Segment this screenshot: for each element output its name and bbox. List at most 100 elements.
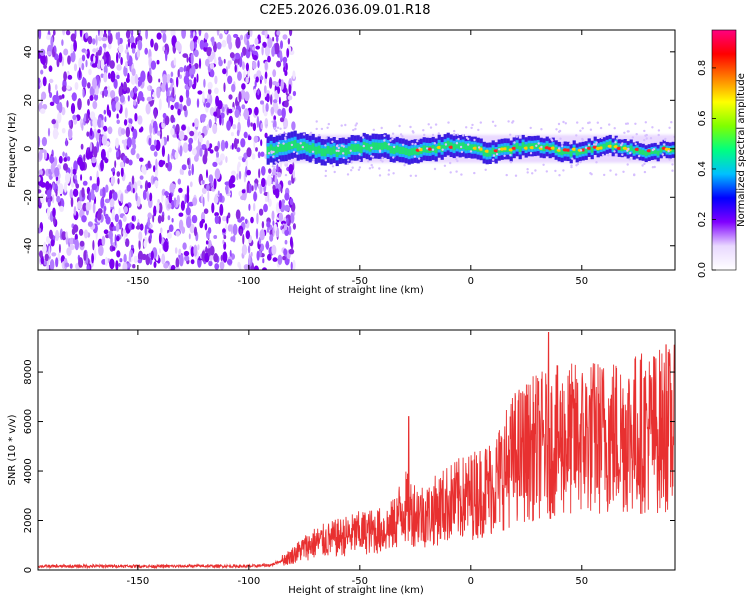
band-core-green: [353, 144, 357, 152]
band-speck: [276, 126, 280, 129]
noise-blob: [284, 162, 289, 167]
noise-blob: [110, 221, 114, 228]
band-core-green: [422, 145, 426, 153]
noise-blob: [241, 83, 246, 90]
noise-blob: [73, 63, 78, 72]
noise-blob: [157, 215, 162, 224]
noise-blob: [254, 179, 259, 184]
noise-blob: [272, 225, 275, 237]
noise-blob: [255, 228, 259, 240]
band-core-green: [536, 142, 540, 149]
band-speck: [626, 149, 629, 152]
band-core-green: [446, 140, 450, 148]
noise-blob: [179, 254, 184, 267]
noise-blob: [125, 61, 128, 69]
noise-blob: [86, 112, 89, 125]
noise-blob: [279, 50, 283, 61]
band-core-green: [299, 142, 303, 151]
noise-blob: [174, 151, 179, 160]
noise-blob: [170, 83, 173, 93]
noise-blob: [220, 139, 226, 152]
noise-blob: [162, 112, 167, 119]
band-core-green: [476, 145, 480, 152]
noise-blob: [70, 43, 74, 54]
noise-blob: [144, 47, 148, 55]
noise-blob: [87, 82, 91, 89]
band-speck: [641, 164, 644, 167]
noise-blob: [38, 189, 42, 194]
band-speck: [576, 121, 579, 124]
noise-blob: [117, 178, 120, 185]
noise-blob: [80, 174, 83, 181]
noise-blob: [272, 36, 275, 42]
noise-blob: [183, 250, 190, 257]
noise-blob: [213, 178, 217, 190]
noise-blob: [130, 42, 137, 50]
band-speck: [491, 120, 495, 124]
noise-blob: [116, 52, 119, 64]
noise-blob: [183, 105, 187, 112]
band-peak-dot: [502, 147, 508, 151]
noise-blob: [266, 227, 270, 233]
noise-blob: [176, 76, 179, 88]
noise-blob: [108, 230, 113, 240]
noise-blob: [173, 57, 177, 66]
band-core-green: [614, 141, 618, 148]
band-peak-dot: [634, 147, 640, 151]
noise-blob: [214, 87, 219, 95]
noise-blob: [226, 215, 229, 224]
noise-blob: [118, 262, 121, 267]
band-speck: [635, 133, 638, 136]
noise-blob: [63, 163, 68, 171]
noise-blob: [182, 142, 189, 154]
band-peak-dot: [598, 146, 604, 150]
band-speck: [540, 145, 543, 149]
band-speck: [643, 139, 646, 142]
noise-blob: [213, 253, 219, 263]
noise-blob: [271, 244, 277, 256]
noise-blob: [119, 258, 123, 263]
noise-blob: [286, 217, 289, 225]
noise-blob: [171, 148, 175, 157]
noise-blob: [205, 240, 209, 245]
band-speck: [644, 121, 647, 124]
band-speck: [608, 123, 611, 126]
noise-blob: [281, 107, 286, 119]
noise-blob: [227, 212, 231, 219]
noise-blob: [203, 208, 209, 214]
noise-blob: [178, 212, 184, 217]
band-core-green: [404, 147, 408, 156]
noise-blob: [268, 77, 273, 89]
noise-blob: [209, 143, 213, 149]
noise-blob: [262, 41, 267, 48]
noise-blob: [181, 164, 187, 171]
noise-blob: [149, 123, 153, 135]
noise-blob: [275, 188, 280, 199]
noise-blob: [240, 195, 246, 201]
noise-blob: [168, 224, 174, 232]
noise-blob: [130, 244, 134, 249]
noise-blob: [247, 245, 251, 254]
band-speck: [473, 138, 476, 142]
noise-blob: [237, 161, 241, 168]
band-speck: [601, 153, 605, 157]
noise-blob: [277, 108, 282, 116]
y-tick-label: 2000: [23, 508, 34, 533]
noise-blob: [147, 182, 152, 189]
band-speck: [570, 164, 573, 167]
band-speck: [507, 120, 510, 123]
band-core-green: [374, 142, 378, 150]
band-speck: [607, 154, 610, 157]
y-tick-label: -20: [23, 189, 34, 205]
noise-blob: [40, 69, 44, 75]
noise-blob: [143, 240, 147, 249]
band-core-green: [407, 149, 411, 157]
noise-blob: [266, 174, 272, 187]
noise-blob: [160, 30, 167, 34]
band-core-green: [455, 141, 459, 149]
noise-blob: [136, 49, 141, 58]
band-speck: [643, 129, 646, 133]
noise-blob: [216, 30, 220, 36]
noise-blob: [233, 137, 238, 150]
noise-blob: [204, 252, 210, 263]
